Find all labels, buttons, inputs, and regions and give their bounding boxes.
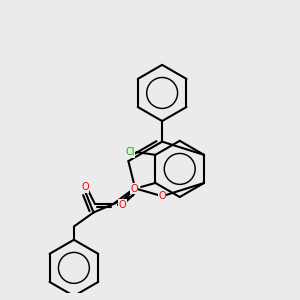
Text: Cl: Cl [125,147,135,157]
Text: O: O [81,182,89,192]
Text: O: O [130,184,138,194]
Text: O: O [118,200,126,210]
Text: O: O [158,191,166,201]
